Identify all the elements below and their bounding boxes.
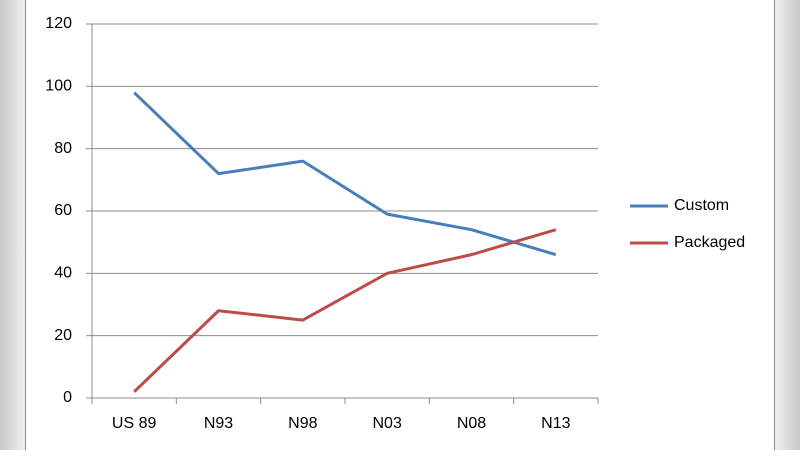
x-tick-label: N08 [457, 415, 486, 432]
y-tick-label: 60 [54, 202, 72, 219]
x-tick-label: US 89 [112, 415, 157, 432]
y-tick-label: 80 [54, 140, 72, 157]
y-tick-label: 100 [45, 78, 72, 95]
series-line [133, 228, 557, 393]
y-tick-label: 20 [54, 327, 72, 344]
x-tick-label: N03 [372, 415, 401, 432]
legend-label: Custom [674, 197, 729, 214]
x-tick-label: N93 [204, 415, 233, 432]
y-tick-label: 120 [45, 15, 72, 32]
x-tick-label: N98 [288, 415, 317, 432]
plot-area: 0 20 40 60 80 100 120 US 89 N93 N98 N03 N08 N13 Custo… [45, 15, 745, 432]
left-edge [0, 0, 25, 450]
x-tick-label: N13 [541, 415, 570, 432]
y-tick-label: 40 [54, 265, 72, 282]
right-edge [775, 0, 800, 450]
series-line [133, 91, 557, 257]
legend-label: Packaged [674, 234, 745, 251]
y-tick-label: 0 [63, 389, 72, 406]
